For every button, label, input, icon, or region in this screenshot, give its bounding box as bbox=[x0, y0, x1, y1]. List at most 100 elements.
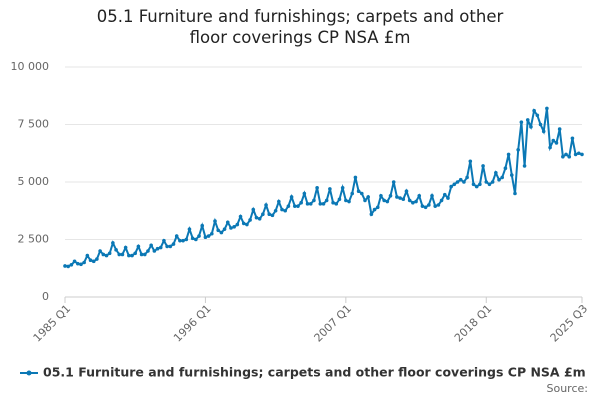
point bbox=[107, 251, 112, 256]
point bbox=[395, 195, 399, 199]
point bbox=[567, 154, 572, 159]
source: Source: bbox=[547, 382, 589, 395]
point bbox=[104, 253, 109, 258]
point bbox=[442, 192, 447, 197]
point bbox=[178, 238, 182, 243]
point bbox=[98, 249, 102, 253]
point bbox=[474, 184, 479, 189]
series-line bbox=[64, 108, 583, 268]
point bbox=[318, 202, 323, 206]
point bbox=[324, 198, 329, 203]
point bbox=[72, 259, 77, 264]
point bbox=[439, 198, 444, 203]
point bbox=[554, 141, 559, 145]
point bbox=[302, 191, 307, 196]
point bbox=[292, 204, 297, 208]
point bbox=[404, 189, 409, 193]
y-tick-label: 10 000 bbox=[11, 60, 50, 73]
point bbox=[181, 238, 185, 243]
point bbox=[529, 125, 533, 129]
legend-label: 05.1 Furniture and furnishings; carpets … bbox=[43, 365, 586, 380]
point bbox=[95, 257, 99, 261]
point bbox=[264, 203, 268, 207]
point bbox=[503, 166, 508, 170]
point bbox=[353, 175, 358, 180]
point bbox=[513, 191, 517, 196]
point bbox=[449, 184, 453, 189]
point bbox=[359, 191, 364, 196]
point bbox=[471, 182, 476, 187]
point bbox=[369, 212, 374, 216]
point bbox=[340, 185, 345, 190]
point bbox=[88, 258, 93, 263]
point bbox=[356, 189, 361, 193]
point bbox=[63, 264, 67, 268]
point bbox=[481, 164, 485, 168]
point bbox=[299, 200, 303, 205]
point bbox=[91, 259, 96, 264]
point bbox=[522, 164, 527, 168]
point bbox=[101, 252, 106, 257]
point bbox=[222, 227, 227, 231]
point bbox=[509, 173, 514, 177]
point bbox=[548, 145, 552, 150]
point bbox=[391, 180, 396, 184]
x-tick-label: 2007 Q1 bbox=[312, 302, 355, 345]
point bbox=[462, 180, 466, 184]
point bbox=[254, 215, 259, 220]
point bbox=[347, 199, 351, 204]
point bbox=[261, 212, 265, 216]
point bbox=[398, 196, 402, 200]
point bbox=[111, 241, 115, 245]
point bbox=[142, 252, 147, 257]
point bbox=[532, 108, 536, 113]
point bbox=[452, 182, 457, 187]
point bbox=[267, 212, 272, 216]
point bbox=[337, 197, 342, 202]
point bbox=[497, 177, 501, 182]
point bbox=[545, 106, 549, 111]
point bbox=[241, 221, 246, 226]
point bbox=[184, 237, 189, 242]
point bbox=[478, 182, 482, 187]
point bbox=[388, 194, 393, 198]
point bbox=[487, 182, 492, 187]
point bbox=[455, 180, 460, 184]
point bbox=[305, 202, 310, 206]
point bbox=[286, 204, 291, 208]
point bbox=[136, 244, 141, 249]
point bbox=[350, 191, 355, 196]
point bbox=[538, 122, 543, 127]
point bbox=[375, 205, 380, 210]
point bbox=[372, 207, 377, 212]
point bbox=[203, 235, 208, 239]
point bbox=[436, 203, 441, 207]
point bbox=[490, 180, 495, 184]
point bbox=[328, 187, 332, 191]
x-tick-label: 1996 Q1 bbox=[171, 302, 214, 345]
x-tick-label: 2018 Q1 bbox=[452, 302, 495, 345]
point bbox=[225, 220, 230, 225]
point bbox=[308, 202, 313, 206]
x-tick-label: 2025 Q3 bbox=[548, 302, 591, 345]
point bbox=[312, 198, 316, 203]
point bbox=[289, 195, 294, 199]
point bbox=[525, 118, 530, 122]
point bbox=[363, 198, 367, 203]
point bbox=[561, 154, 565, 159]
point bbox=[238, 214, 243, 219]
point bbox=[414, 199, 418, 204]
point bbox=[423, 205, 428, 210]
point bbox=[194, 237, 198, 242]
point bbox=[190, 236, 195, 241]
point bbox=[506, 152, 511, 157]
point bbox=[206, 234, 211, 238]
point bbox=[216, 228, 220, 233]
point bbox=[248, 218, 252, 222]
point bbox=[149, 243, 153, 248]
point bbox=[232, 225, 236, 229]
point bbox=[174, 234, 179, 238]
point bbox=[79, 262, 83, 267]
